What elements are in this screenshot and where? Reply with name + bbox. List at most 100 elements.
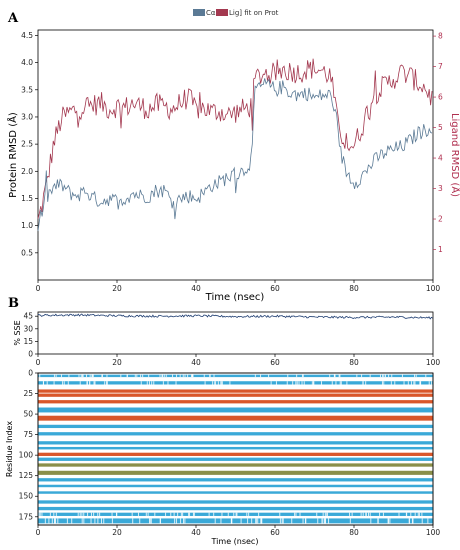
panel-label-b: B — [8, 296, 19, 311]
sse-band-gap — [410, 512, 412, 516]
sse-band-gap — [115, 512, 117, 516]
sse-band-gap — [333, 374, 335, 378]
sse-band-gap — [389, 518, 391, 524]
panel-b-heat-xtick-label: 40 — [191, 528, 201, 537]
sse-band-gap — [111, 512, 113, 516]
panel-a-ytick-label: 4.5 — [21, 31, 33, 40]
sse-band-gap — [142, 374, 144, 378]
sse-band-gap — [81, 512, 83, 516]
sse-band-gap — [213, 512, 215, 516]
panel-a-xlabel: Time (nsec) — [205, 292, 265, 303]
sse-band-gap — [299, 512, 301, 516]
sse-band-gap — [92, 374, 94, 378]
sse-band-gap — [369, 374, 371, 378]
sse-band-gap — [83, 518, 85, 524]
sse-band-gap — [384, 374, 386, 378]
sse-band-gap — [140, 381, 142, 385]
sse-band-gap — [370, 518, 372, 524]
sse-band-gap — [324, 518, 326, 524]
panel-b-top-frame — [37, 311, 434, 355]
sse-band-gap — [177, 512, 179, 516]
sse-band-gap — [87, 512, 89, 516]
sse-band-gap — [54, 518, 56, 524]
sse-band — [38, 432, 433, 436]
panel-b-top-ytick-label: 15 — [23, 337, 33, 346]
sse-band-gap — [329, 374, 331, 378]
sse-band-gap — [268, 374, 270, 378]
sse-band-gap — [38, 512, 40, 516]
sse-band-gap — [148, 518, 150, 524]
sse-band-gap — [381, 381, 383, 385]
sse-band-gap — [365, 381, 367, 385]
sse-band-gap — [71, 518, 73, 524]
sse-band-gap — [369, 512, 371, 516]
sse-band-gap — [41, 512, 43, 516]
sse-band-gap — [233, 512, 235, 516]
sse-band-gap — [103, 518, 105, 524]
sse-band-gap — [418, 512, 420, 516]
sse-band-gap — [137, 512, 139, 516]
sse-band-gap — [324, 512, 326, 516]
sse-band-gap — [131, 512, 133, 516]
sse-band-gap — [248, 512, 250, 516]
sse-band-gap — [365, 512, 367, 516]
sse-band-gap — [159, 374, 161, 378]
sse-band-gap — [101, 374, 103, 378]
sse-band-gap — [86, 374, 88, 378]
sse-band-gap — [368, 512, 370, 516]
sse-band-gap — [421, 512, 423, 516]
sse-band-gap — [120, 374, 122, 378]
sse-band-gap — [379, 374, 381, 378]
sse-band — [38, 389, 433, 393]
panel-a-frame — [37, 29, 434, 281]
sse-band-gap — [55, 518, 57, 524]
sse-band-gap — [173, 512, 175, 516]
sse-band-gap — [240, 518, 242, 524]
sse-band-gap — [261, 518, 263, 524]
sse-band-gap — [94, 518, 96, 524]
sse-band-gap — [361, 374, 363, 378]
panel-b-top-xtick-label: 80 — [349, 358, 359, 367]
sse-band-gap — [279, 512, 281, 516]
sse-band-gap — [303, 381, 305, 385]
sse-band-gap — [398, 512, 400, 516]
sse-band-gap — [66, 518, 68, 524]
sse-band-gap — [134, 374, 136, 378]
sse-band-gap — [174, 518, 176, 524]
sse-band-gap — [150, 518, 152, 524]
sse-band-gap — [382, 374, 384, 378]
legend-label-protein: Cα — [206, 9, 216, 17]
sse-band-gap — [328, 518, 330, 524]
panel-b-heat-ytick-label: 100 — [19, 451, 34, 460]
panel-b-top-ytick-label: 0 — [28, 350, 33, 359]
sse-band-gap — [180, 512, 182, 516]
sse-band-gap — [221, 381, 223, 385]
sse-band-gap — [431, 381, 433, 385]
sse-band-gap — [236, 512, 238, 516]
sse-band-gap — [298, 381, 300, 385]
sse-band-gap — [407, 381, 409, 385]
sse-band-gap — [427, 518, 429, 524]
sse-band-gap — [82, 374, 84, 378]
sse-band-gap — [382, 512, 384, 516]
sse-band-gap — [215, 381, 217, 385]
sse-band-gap — [295, 381, 297, 385]
sse-band-gap — [93, 381, 95, 385]
sse-band-gap — [323, 518, 325, 524]
legend-swatch-protein — [193, 9, 205, 16]
sse-band-gap — [159, 518, 161, 524]
sse-band — [38, 393, 433, 397]
sse-band-gap — [317, 518, 319, 524]
sse-band-gap — [362, 381, 364, 385]
sse-band-gap — [53, 374, 55, 378]
sse-band-gap — [180, 518, 182, 524]
panel-a-ytick-label: 0.5 — [21, 248, 33, 257]
sse-band-gap — [349, 518, 351, 524]
sse-band-gap — [147, 512, 149, 516]
sse-band-gap — [81, 518, 83, 524]
sse-band-gap — [146, 381, 148, 385]
sse-band-gap — [46, 381, 48, 385]
sse-band-gap — [414, 374, 416, 378]
sse-band-gap — [97, 512, 99, 516]
panel-a-ylabel-right: Ligand RMSD (Å) — [449, 113, 460, 197]
